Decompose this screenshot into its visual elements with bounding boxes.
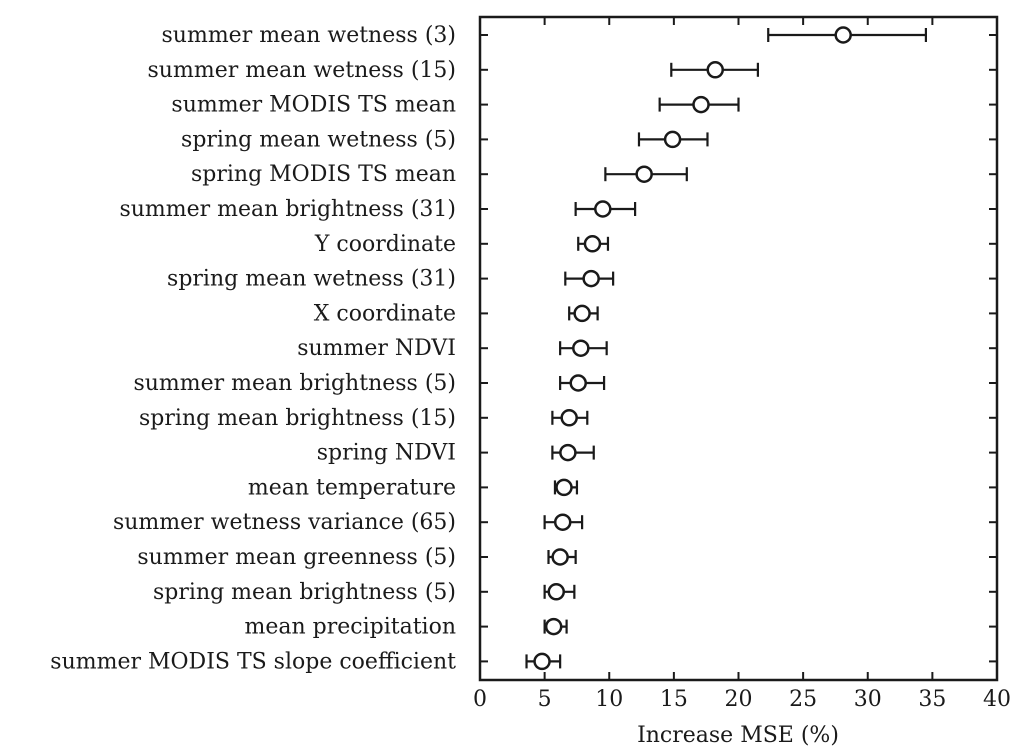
data-point <box>706 61 724 79</box>
data-point <box>533 652 551 671</box>
y-tick-label: summer mean wetness (15) <box>148 58 456 83</box>
y-tick-label: mean precipitation <box>244 615 456 640</box>
x-tick-label: 10 <box>595 687 623 712</box>
y-tick-label: spring mean wetness (31) <box>167 267 456 292</box>
data-point <box>569 374 587 392</box>
data-point <box>544 617 563 636</box>
y-tick-label: spring mean brightness (5) <box>153 580 456 605</box>
data-point <box>635 165 653 183</box>
y-tick-label: summer wetness variance (65) <box>113 510 456 535</box>
y-tick-label: spring NDVI <box>317 441 456 466</box>
y-tick-label: summer mean wetness (3) <box>162 23 457 48</box>
data-point <box>834 26 852 44</box>
x-tick-label: 25 <box>789 687 817 712</box>
data-point <box>547 583 566 601</box>
data-point <box>582 269 600 288</box>
x-axis-title: Increase MSE (%) <box>637 723 839 748</box>
x-tick-label: 30 <box>854 687 882 712</box>
y-tick-label: summer mean brightness (5) <box>133 371 456 396</box>
data-point <box>560 409 578 427</box>
x-axis-tick-labels: 0 5 10 15 20 25 30 35 40 <box>473 687 1011 712</box>
data-point <box>594 200 612 218</box>
x-tick-label: 15 <box>660 687 688 712</box>
y-axis-labels: summer mean wetness (3) summer mean wetne… <box>50 23 456 674</box>
x-tick-label: 0 <box>473 687 487 712</box>
y-tick-label: summer MODIS TS slope coefficient <box>50 649 456 674</box>
data-point <box>553 513 572 531</box>
data-point <box>551 548 569 566</box>
x-tick-label: 5 <box>538 687 552 712</box>
x-ticks <box>479 17 998 680</box>
plot-area-frame <box>478 15 999 682</box>
data-point <box>583 235 602 253</box>
y-tick-label: mean temperature <box>248 475 456 500</box>
y-tick-label: Y coordinate <box>314 232 456 257</box>
y-tick-label: spring MODIS TS mean <box>191 162 456 187</box>
y-tick-label: spring mean brightness (15) <box>139 406 456 431</box>
data-point <box>573 304 591 323</box>
y-ticks <box>480 34 997 663</box>
y-tick-label: summer mean greenness (5) <box>137 545 456 570</box>
y-tick-label: summer mean brightness (31) <box>119 197 456 222</box>
x-tick-label: 35 <box>918 687 946 712</box>
data-point <box>692 95 710 114</box>
data-point <box>555 478 573 497</box>
y-tick-label: spring mean wetness (5) <box>181 127 456 152</box>
x-tick-label: 20 <box>725 687 753 712</box>
point-markers <box>533 26 852 671</box>
y-tick-label: X coordinate <box>314 301 456 326</box>
data-point <box>572 339 590 357</box>
data-point <box>559 443 577 462</box>
data-point <box>663 130 682 149</box>
y-tick-label: summer MODIS TS mean <box>171 93 456 118</box>
y-tick-label: summer NDVI <box>297 336 456 361</box>
x-tick-label: 40 <box>983 687 1011 712</box>
